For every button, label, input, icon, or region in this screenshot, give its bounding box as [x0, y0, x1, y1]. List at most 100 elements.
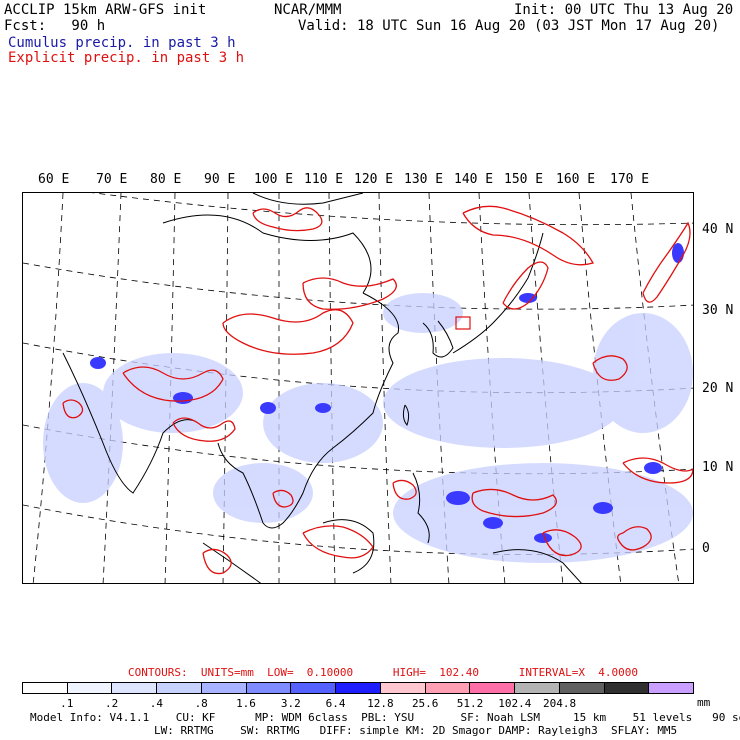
lat-label: 10 N: [702, 460, 734, 475]
color-swatch: [604, 683, 650, 693]
precip-area: [43, 383, 123, 503]
lon-label: 90 E: [204, 172, 236, 187]
color-swatch: [559, 683, 605, 693]
lon-label: 130 E: [404, 172, 444, 187]
contour-line: [252, 207, 323, 232]
contour-line: [62, 399, 84, 419]
color-swatch: [23, 683, 68, 693]
contour-info: CONTOURS: UNITS=mm LOW= 0.10000 HIGH= 10…: [128, 666, 638, 679]
color-swatch: [157, 683, 202, 693]
color-scale-tick: .1: [60, 697, 74, 710]
color-scale-unit: mm: [697, 696, 711, 709]
contour-line: [542, 529, 582, 557]
contour-line: [502, 261, 549, 310]
contour-line: [592, 355, 628, 381]
contour-line: [202, 548, 232, 575]
color-scale-tick: 6.4: [325, 697, 346, 710]
coastline: [422, 320, 454, 358]
precip-color-scale: [22, 682, 694, 694]
precip-cell: [534, 533, 552, 543]
lon-label: 160 E: [556, 172, 596, 187]
lon-label: 150 E: [504, 172, 544, 187]
meridian-line: [378, 193, 392, 583]
contour-line: [471, 488, 557, 518]
color-swatch: [201, 683, 247, 693]
header-valid-time: Valid: 18 UTC Sun 16 Aug 20 (03 JST Mon …: [298, 18, 720, 34]
precip-area: [593, 313, 693, 433]
lon-label: 110 E: [304, 172, 344, 187]
meridian-line: [32, 193, 64, 583]
precip-cell: [672, 243, 684, 263]
color-swatch: [67, 683, 113, 693]
coastline: [332, 292, 400, 449]
precip-cell: [315, 403, 331, 413]
header-init-time: Init: 00 UTC Thu 13 Aug 20: [514, 2, 734, 18]
legend-cumulus-label: Cumulus precip. in past 3 h: [8, 35, 236, 51]
color-scale-tick: 51.2: [456, 697, 484, 710]
lat-label: 40 N: [702, 222, 734, 237]
color-swatch: [112, 683, 158, 693]
precip-cell: [90, 357, 106, 369]
coastline: [62, 352, 199, 494]
contour-line: [462, 205, 594, 266]
explicit-precip-contours: [62, 205, 693, 575]
lon-label: 120 E: [354, 172, 394, 187]
parallel-line: [91, 193, 693, 226]
border-line: [162, 214, 372, 294]
coastlines: [62, 193, 582, 583]
coastline: [402, 404, 410, 426]
lon-label: 70 E: [96, 172, 128, 187]
lon-label: 170 E: [610, 172, 650, 187]
header-title: ACCLIP 15km ARW-GFS init: [4, 2, 207, 18]
coastline: [202, 542, 262, 583]
header-forecast-hour: Fcst: 90 h: [4, 18, 106, 34]
contour-line: [272, 489, 294, 508]
contour-line: [302, 277, 397, 310]
color-swatch: [515, 683, 560, 693]
contour-line: [642, 221, 691, 303]
color-swatch: [291, 683, 337, 693]
border-line: [252, 193, 364, 205]
contour-line: [172, 417, 236, 442]
precip-map: [22, 192, 694, 584]
precip-area: [263, 383, 383, 463]
precip-area: [383, 293, 463, 333]
color-scale-tick: 25.6: [411, 697, 439, 710]
model-info-line2: LW: RRTMG SW: RRTMG DIFF: simple KM: 2D …: [154, 724, 678, 737]
coastline: [452, 232, 544, 354]
contour-line: [122, 366, 224, 402]
coastline: [492, 549, 582, 583]
color-scale-tick: .2: [104, 697, 119, 710]
precip-cell: [173, 392, 193, 404]
color-scale-tick: .8: [194, 697, 208, 710]
model-info-line1: Model Info: V4.1.1 CU: KF MP: WDM 6class…: [30, 711, 740, 724]
coastline: [217, 442, 334, 529]
color-swatch: [336, 683, 381, 693]
coastline: [412, 472, 430, 544]
lon-label: 80 E: [150, 172, 182, 187]
lat-label: 30 N: [702, 303, 734, 318]
precip-cell: [644, 462, 662, 474]
color-scale-tick: .4: [149, 697, 164, 710]
lon-label: 140 E: [454, 172, 494, 187]
coastline: [322, 519, 375, 574]
precip-cell: [446, 491, 470, 505]
legend-explicit-label: Explicit precip. in past 3 h: [8, 50, 245, 66]
color-scale-tick: 3.2: [280, 697, 301, 710]
precip-cell: [260, 402, 276, 414]
contour-line: [622, 457, 693, 484]
color-swatch: [425, 683, 471, 693]
color-swatch: [246, 683, 292, 693]
precip-cell: [483, 517, 503, 529]
color-scale-tick: 102.4: [498, 697, 532, 710]
precip-cell: [593, 502, 613, 514]
precip-area: [213, 463, 313, 523]
color-scale-tick: 204.8: [543, 697, 577, 710]
lat-label: 20 N: [702, 381, 734, 396]
color-swatch: [380, 683, 426, 693]
precip-area: [103, 353, 243, 433]
contour-line: [302, 525, 374, 559]
color-scale-tick: 1.6: [236, 697, 256, 710]
precip-area: [383, 358, 623, 448]
color-swatch: [649, 683, 694, 693]
